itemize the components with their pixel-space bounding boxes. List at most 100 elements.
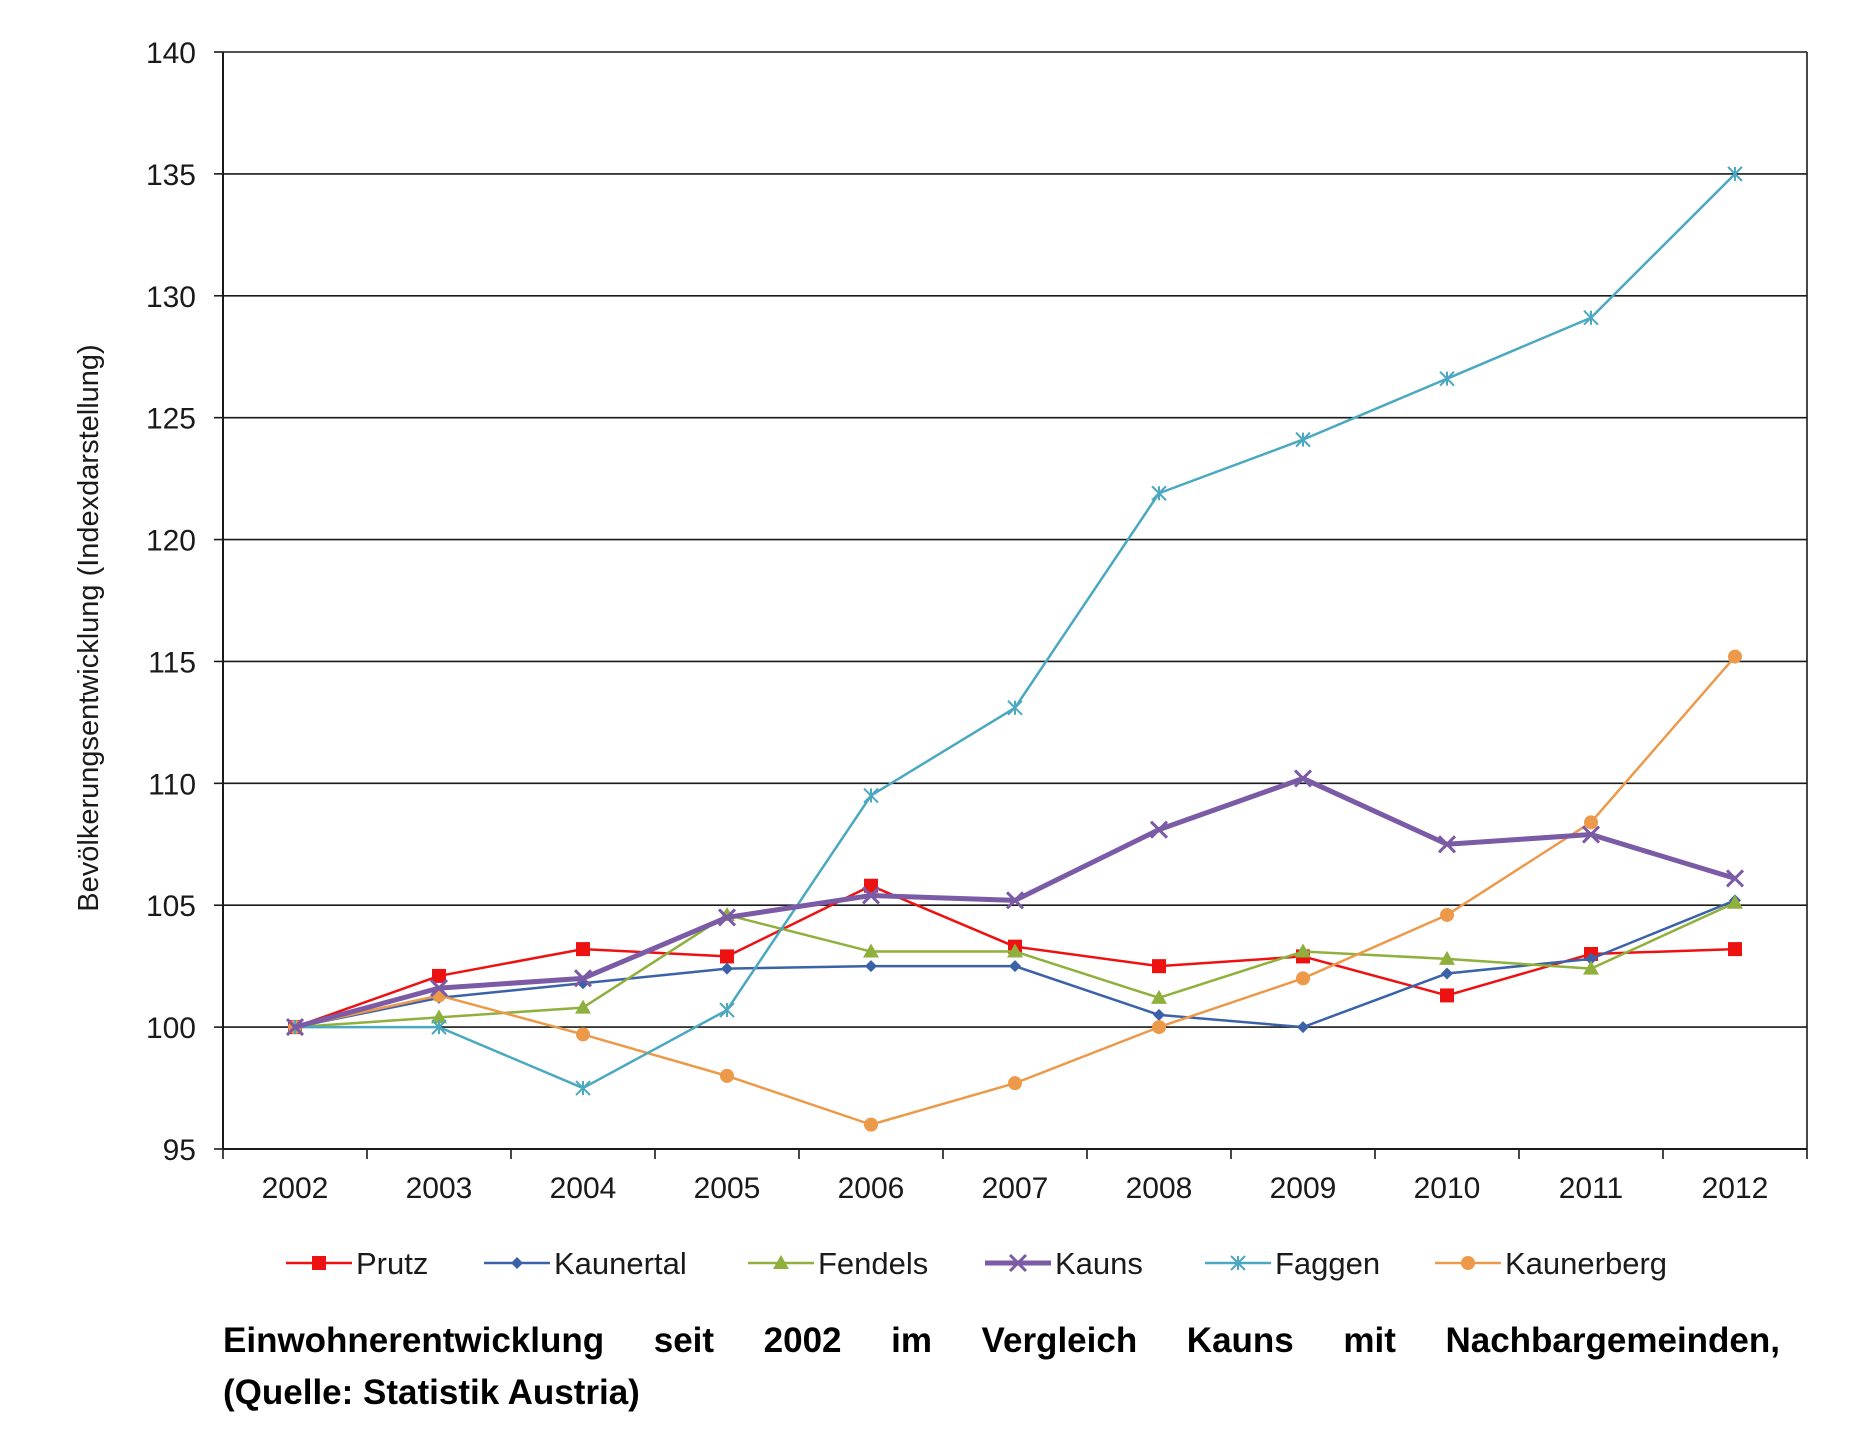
line-chart: 95 100 105 110 115 120 125 130 135 140 2002 2003 20… <box>73 37 1808 1281</box>
x-tick-label: 2011 <box>1559 1172 1624 1205</box>
y-tick-label: 95 <box>163 1134 196 1167</box>
data-point-fendels <box>575 999 591 1014</box>
caption-line-1: Einwohnerentwicklung seit 2002 im Vergle… <box>223 1321 1780 1360</box>
y-tick-label: 130 <box>146 281 196 314</box>
data-point-kaunerberg <box>1440 907 1454 922</box>
x-tick-label: 2004 <box>550 1172 617 1205</box>
legend: Prutz Kaunertal Fendels Kauns Faggen Kaunerbe… <box>286 1246 1667 1281</box>
data-point-faggen <box>719 1002 735 1018</box>
legend-item-kauns: Kauns <box>985 1246 1143 1281</box>
data-point-faggen <box>431 1019 447 1035</box>
data-point-kaunertal <box>1441 967 1453 980</box>
legend-label-prutz: Prutz <box>356 1246 428 1281</box>
data-point-kaunertal <box>721 962 733 975</box>
data-point-kaunerberg <box>720 1068 734 1083</box>
x-tick-label: 2010 <box>1414 1172 1481 1205</box>
legend-marker-prutz <box>312 1256 326 1270</box>
data-point-kaunerberg <box>1584 815 1598 830</box>
data-point-fendels <box>1727 894 1743 909</box>
x-tick-label: 2005 <box>694 1172 761 1205</box>
data-point-kauns <box>429 979 449 998</box>
data-point-kauns <box>717 908 737 927</box>
y-tick-label: 120 <box>146 525 196 558</box>
y-tick-label: 105 <box>146 890 196 923</box>
y-tick-label: 110 <box>148 768 196 801</box>
data-point-faggen <box>863 787 879 804</box>
data-point-kauns <box>573 969 593 988</box>
legend-marker-fendels <box>773 1255 789 1269</box>
x-tick-labels: 2002 2003 2004 2005 2006 2007 2008 2009 2010 2011… <box>262 1172 1769 1205</box>
legend-label-faggen: Faggen <box>1275 1246 1380 1281</box>
data-point-fendels <box>1295 943 1311 958</box>
data-point-prutz <box>1440 988 1454 1003</box>
data-point-kaunertal <box>1297 1021 1309 1034</box>
series-kaunerberg <box>288 649 1742 1132</box>
x-tick-label: 2002 <box>262 1172 329 1205</box>
data-point-kauns <box>285 1018 305 1037</box>
y-tick-label: 135 <box>146 159 196 192</box>
data-point-faggen <box>1151 485 1167 501</box>
y-tick-label: 100 <box>146 1012 196 1045</box>
y-axis-label: Bevölkerungsentwicklung (Indexdarstellun… <box>73 344 105 911</box>
data-point-kauns <box>1725 869 1745 888</box>
data-point-kaunerberg <box>1008 1076 1022 1091</box>
legend-marker-kauns <box>1008 1253 1028 1273</box>
legend-marker-faggen <box>1230 1255 1246 1271</box>
series-line-kaunerberg <box>294 655 1736 1126</box>
x-tick-label: 2006 <box>838 1172 905 1205</box>
gridlines <box>223 173 1807 1028</box>
data-point-kaunerberg <box>864 1117 878 1132</box>
data-point-fendels <box>1151 989 1167 1004</box>
data-point-fendels <box>863 943 879 958</box>
x-tick-label: 2003 <box>406 1172 473 1205</box>
data-point-faggen <box>1295 431 1311 448</box>
legend-item-fendels: Fendels <box>748 1246 928 1281</box>
data-point-faggen <box>1007 700 1023 716</box>
y-tick-label: 125 <box>146 403 196 436</box>
data-point-kaunertal <box>1585 952 1597 965</box>
legend-marker-kaunerberg <box>1461 1256 1475 1270</box>
data-point-kauns <box>1293 769 1313 788</box>
data-point-faggen <box>1583 310 1599 326</box>
data-point-kauns <box>1437 835 1457 854</box>
data-point-prutz <box>1152 959 1166 974</box>
legend-item-faggen: Faggen <box>1205 1246 1380 1281</box>
y-tick-label: 115 <box>148 646 196 679</box>
y-tick-label: 140 <box>146 37 196 70</box>
legend-label-kaunerberg: Kaunerberg <box>1505 1246 1667 1281</box>
y-tick-labels: 95 100 105 110 115 120 125 130 135 140 <box>146 37 196 1167</box>
data-point-faggen <box>1727 166 1743 182</box>
figure-caption: Einwohnerentwicklung seit 2002 im Vergle… <box>223 1315 1780 1419</box>
data-point-fendels <box>1439 950 1455 965</box>
data-point-kaunerberg <box>576 1027 590 1042</box>
data-point-prutz <box>432 968 446 983</box>
axes <box>214 51 1808 1159</box>
data-point-faggen <box>575 1080 591 1096</box>
data-point-faggen <box>1439 370 1455 387</box>
legend-label-kaunertal: Kaunertal <box>554 1246 687 1281</box>
data-point-kauns <box>861 886 881 905</box>
data-point-prutz <box>720 949 734 964</box>
legend-label-kauns: Kauns <box>1055 1246 1143 1281</box>
data-point-kauns <box>1005 891 1025 910</box>
data-point-kauns <box>1581 825 1601 844</box>
legend-marker-kaunertal <box>511 1257 523 1269</box>
data-point-kaunertal <box>865 960 877 973</box>
x-tick-label: 2009 <box>1270 1172 1337 1205</box>
series-kauns <box>285 769 1745 1037</box>
caption-line-2: (Quelle: Statistik Austria) <box>223 1373 640 1412</box>
legend-label-fendels: Fendels <box>818 1246 928 1281</box>
data-point-fendels <box>431 1009 447 1024</box>
x-tick-label: 2008 <box>1126 1172 1193 1205</box>
data-point-prutz <box>1728 942 1742 957</box>
data-point-kaunertal <box>1153 1008 1165 1021</box>
series-lines <box>285 166 1745 1132</box>
x-tick-label: 2012 <box>1702 1172 1769 1205</box>
data-point-prutz <box>576 942 590 957</box>
data-point-kauns <box>1149 820 1169 839</box>
legend-item-kaunerberg: Kaunerberg <box>1435 1246 1667 1281</box>
data-point-kaunerberg <box>1728 649 1742 664</box>
legend-item-kaunertal: Kaunertal <box>484 1246 687 1281</box>
data-point-fendels <box>1583 960 1599 975</box>
legend-item-prutz: Prutz <box>286 1246 428 1281</box>
